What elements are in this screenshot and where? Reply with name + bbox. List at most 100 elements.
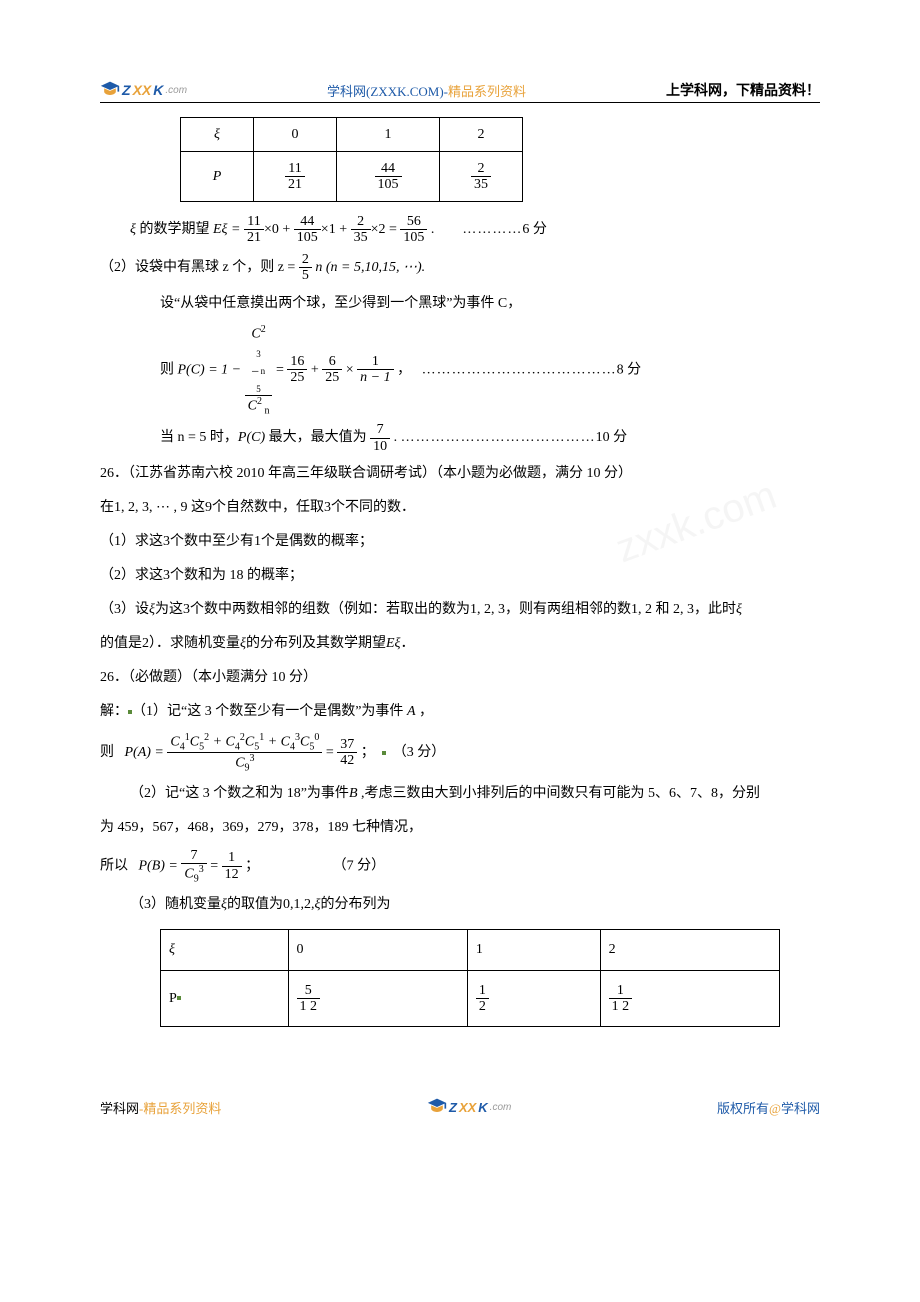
t1-f2: 235 — [471, 161, 491, 193]
t1-f1: 44105 — [375, 161, 402, 193]
logo-z: Z — [122, 82, 131, 98]
header-right: 上学科网，下精品资料！ — [666, 80, 820, 100]
graduation-cap-icon — [100, 80, 120, 100]
p2-tail: n (n = 5,10,15, ⋯). — [315, 260, 425, 275]
sol1-t3: ， — [416, 704, 434, 719]
logo-dotcom: .com — [165, 85, 187, 96]
pc-line: 则 P(C) = 1 − C23─ n5 C2 n = 1625 + 625 ×… — [100, 324, 820, 417]
footer-right-a: 版权所有 — [717, 1101, 769, 1116]
pc-f1: 1625 — [287, 354, 307, 386]
header-center: 学科网(ZXXK.COM)-精品系列资料 — [327, 81, 526, 100]
q263-and: 和 — [652, 602, 673, 617]
q263-label: （3）设 — [100, 602, 149, 617]
q262-3: 3 — [163, 568, 170, 583]
sol3-t1: （3）随机变量 — [130, 897, 221, 912]
q26s-3: 3 — [324, 500, 331, 515]
green-dot-icon-3 — [177, 996, 181, 1000]
pa-bigfrac: C41C52 + C42C51 + C43C50 C93 — [167, 732, 322, 774]
sol2-B: B — [349, 786, 358, 801]
q261-3: 3 — [163, 534, 170, 549]
pb-tail: ； — [245, 858, 259, 873]
sol3-t3: 的分布列为 — [321, 897, 391, 912]
exp-score: 6 分 — [522, 222, 547, 237]
exp-f2: 44105 — [294, 214, 321, 246]
header-suffix: 精品系列资料 — [448, 84, 526, 99]
flogo-k: K — [478, 1100, 487, 1115]
t1-f0: 1121 — [285, 161, 305, 193]
n5-frac: 710 — [370, 422, 390, 454]
p2-label: （2） — [100, 260, 135, 275]
footer-logo: ZXXK.com — [427, 1097, 511, 1117]
q261-1: 1 — [254, 534, 261, 549]
sol1-t1: 解： — [100, 704, 128, 719]
logo-k: K — [153, 82, 163, 98]
q263-exi: Eξ — [386, 636, 401, 651]
q262-label: （2）求这 — [100, 568, 163, 583]
pb-f2: 112 — [222, 850, 242, 882]
dt2-f2: 11 2 — [609, 983, 633, 1015]
dt2-rowlabel: P — [169, 991, 177, 1006]
dt2-h2: 1 — [476, 942, 483, 957]
q26s-t3: 个自然数中，任取 — [212, 500, 324, 515]
q261-mid: 个数中至少有 — [170, 534, 254, 549]
pc-dots: ………………………………… — [422, 362, 617, 377]
n5-pc: P(C) — [238, 430, 269, 445]
q263-seq2: 1, 2 — [631, 602, 652, 617]
footer-left-a: 学科网 — [100, 1101, 139, 1116]
exp-t1b: ×0 + — [264, 222, 294, 237]
exp-t1: 的数学期望 — [136, 222, 213, 237]
dt2-f0: 51 2 — [297, 983, 321, 1015]
pc-f3: 1n − 1 — [357, 354, 393, 386]
q263-xi2: ξ — [736, 602, 742, 617]
header-site-cn: 学科网 — [327, 84, 366, 99]
pb-eq: = — [210, 858, 221, 873]
q26s-seq: 1, 2, 3, ⋯ , 9 — [114, 500, 188, 515]
n5-dots: ………………………………… — [401, 430, 596, 445]
flogo-dotcom: .com — [490, 1102, 512, 1113]
q263-t2: 个数中两数相邻的组数（例如：若取出的数为 — [190, 602, 470, 617]
exp-t2: ×1 + — [321, 222, 351, 237]
t1-h1: 0 — [292, 127, 299, 142]
q26-sol-3: （3）随机变量ξ的取值为0,1,2,ξ的分布列为 — [100, 891, 820, 919]
n5-t1: 当 n = 5 时， — [160, 430, 238, 445]
green-dot-icon-2 — [382, 751, 386, 755]
dt2-h3: 2 — [609, 942, 616, 957]
q26-stem: 在1, 2, 3, ⋯ , 9 这9个自然数中，任取3个不同的数． — [100, 494, 820, 522]
sol1-A: A — [407, 704, 416, 719]
q26s-t2: 这 — [188, 500, 206, 515]
pa-eq: = — [326, 745, 337, 760]
t1-h2: 1 — [385, 127, 392, 142]
exp-dots: ………… — [462, 222, 522, 237]
q26s-t1: 在 — [100, 500, 114, 515]
pc-lead: 则 — [160, 362, 178, 377]
q26-sol-2-line1: （2）记“这 3 个数之和为 18”为事件B ,考虑三数由大到小排列后的中间数只… — [100, 780, 820, 808]
dist-table-2: ξ 0 1 2 P 51 2 12 11 2 — [160, 929, 780, 1028]
page-header: ZXXK.com 学科网(ZXXK.COM)-精品系列资料 上学科网，下精品资料… — [100, 80, 820, 103]
exp-dot: . — [427, 222, 434, 237]
q26s-t4: 个不同的数． — [331, 500, 415, 515]
exp-f4: 56105 — [400, 214, 427, 246]
graduation-cap-icon — [427, 1097, 447, 1117]
pc-bigfrac: C23─ n5 C2 n — [245, 324, 273, 417]
footer-right: 版权所有@学科网 — [717, 1098, 820, 1117]
q263-seq1: 1, 2, 3 — [470, 602, 505, 617]
p2-frac: 25 — [299, 252, 312, 284]
pa-score: （3 分） — [393, 745, 446, 760]
q26-sol-2-line2: 为 459，567，468，369，279，378，189 七种情况， — [100, 814, 820, 842]
n5-t2: 最大，最大值为 — [269, 430, 367, 445]
pc-times: × — [342, 362, 357, 377]
page-footer: 学科网-精品系列资料 ZXXK.com 版权所有@学科网 — [0, 1067, 920, 1157]
q26-sol-header: 26．（必做题）（本小题满分 10 分） — [100, 664, 820, 692]
sol2-t2: ,考虑三数由大到小排列后的中间数只有可能为 5、6、7、8，分别 — [358, 786, 761, 801]
q263-dot: ． — [401, 636, 415, 651]
expectation-line: ξ 的数学期望 Eξ = 1121×0 + 44105×1 + 235×2 = … — [100, 214, 820, 246]
footer-left: 学科网-精品系列资料 — [100, 1098, 221, 1117]
q263-t4: ，此时 — [694, 602, 736, 617]
q263-l2c: 的分布列及其数学期望 — [246, 636, 386, 651]
exp-f1: 1121 — [244, 214, 264, 246]
pa-line: 则 P(A) = C41C52 + C42C51 + C43C50 C93 = … — [100, 732, 820, 774]
sol1-t2: （1）记“这 3 个数至少有一个是偶数”为事件 — [132, 704, 407, 719]
p2-text: 设袋中有黑球 z 个，则 z = — [135, 260, 299, 275]
q26-3: （3）设ξ为这3个数中两数相邻的组数（例如：若取出的数为1, 2, 3，则有两组… — [100, 596, 820, 624]
q26-2: （2）求这3个数和为 18 的概率； — [100, 562, 820, 590]
